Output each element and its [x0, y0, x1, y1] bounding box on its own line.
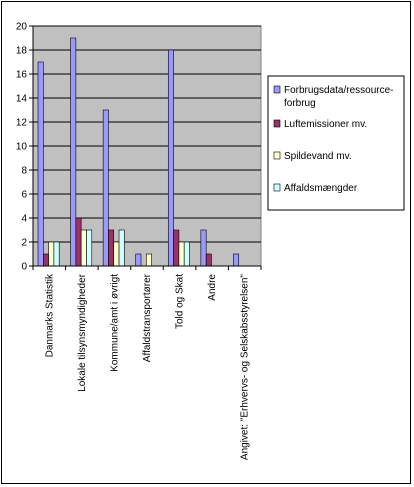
bar [108, 229, 115, 267]
bar [146, 253, 152, 267]
legend-label: Luftemissioner mv. [284, 119, 367, 130]
bar [113, 241, 120, 267]
y-tick-label: 12 [16, 118, 28, 129]
legend-label: Spildevand mv. [284, 151, 352, 162]
bar [183, 241, 190, 267]
bar [233, 253, 240, 267]
bar [200, 229, 207, 267]
legend: Forbrugsdata/ressource-forbrug Luftemissi… [267, 75, 405, 211]
bar [173, 229, 180, 267]
y-tick-label: 16 [16, 70, 28, 81]
bar [167, 49, 174, 267]
bar [205, 253, 212, 267]
bar [70, 37, 77, 267]
category-label: Told og Skat [175, 274, 186, 329]
y-tick-label: 20 [16, 22, 28, 33]
legend-swatch [273, 183, 281, 192]
legend-box [267, 75, 405, 211]
legend-swatch [273, 151, 281, 160]
y-tick-label: 8 [21, 166, 27, 177]
category-label: Affaldstransportører [142, 273, 153, 362]
plot-area [32, 25, 262, 267]
y-tick-label: 2 [21, 238, 27, 249]
category-label: Danmarks Statistik [44, 273, 55, 357]
bar [178, 241, 185, 267]
x-axis: Danmarks Statistik Lokale tilsynsmyndighe… [32, 265, 262, 461]
bar [53, 241, 60, 267]
bar [80, 229, 87, 267]
y-tick-label: 4 [21, 214, 27, 225]
category-label: Andre [207, 274, 218, 301]
bar [37, 61, 44, 267]
y-axis: 0 2 4 6 8 10 12 14 16 18 20 [16, 22, 34, 273]
y-tick-label: 0 [21, 262, 27, 273]
bar [42, 253, 49, 267]
category-label: Angivet: "Erhvervs- og Selskabsstyrelsen… [240, 274, 251, 461]
y-tick-label: 10 [16, 142, 28, 153]
bar [86, 229, 93, 267]
bar [118, 229, 125, 267]
y-tick-label: 18 [16, 46, 28, 57]
bar [75, 217, 82, 267]
y-tick-label: 14 [16, 94, 28, 105]
legend-swatch [273, 119, 281, 128]
legend-label: Affaldsmængder [284, 183, 358, 194]
category-label: Lokale tilsynsmyndigheder [77, 273, 88, 392]
bar [102, 109, 109, 267]
category-label: Kommune/amt i øvrigt [109, 274, 120, 372]
bar [135, 253, 142, 267]
legend-swatch [273, 85, 281, 94]
bar [48, 241, 55, 267]
legend-label: Forbrugsdata/ressource- [284, 85, 394, 96]
legend-label: forbrug [284, 98, 316, 109]
y-tick-label: 6 [21, 190, 27, 201]
